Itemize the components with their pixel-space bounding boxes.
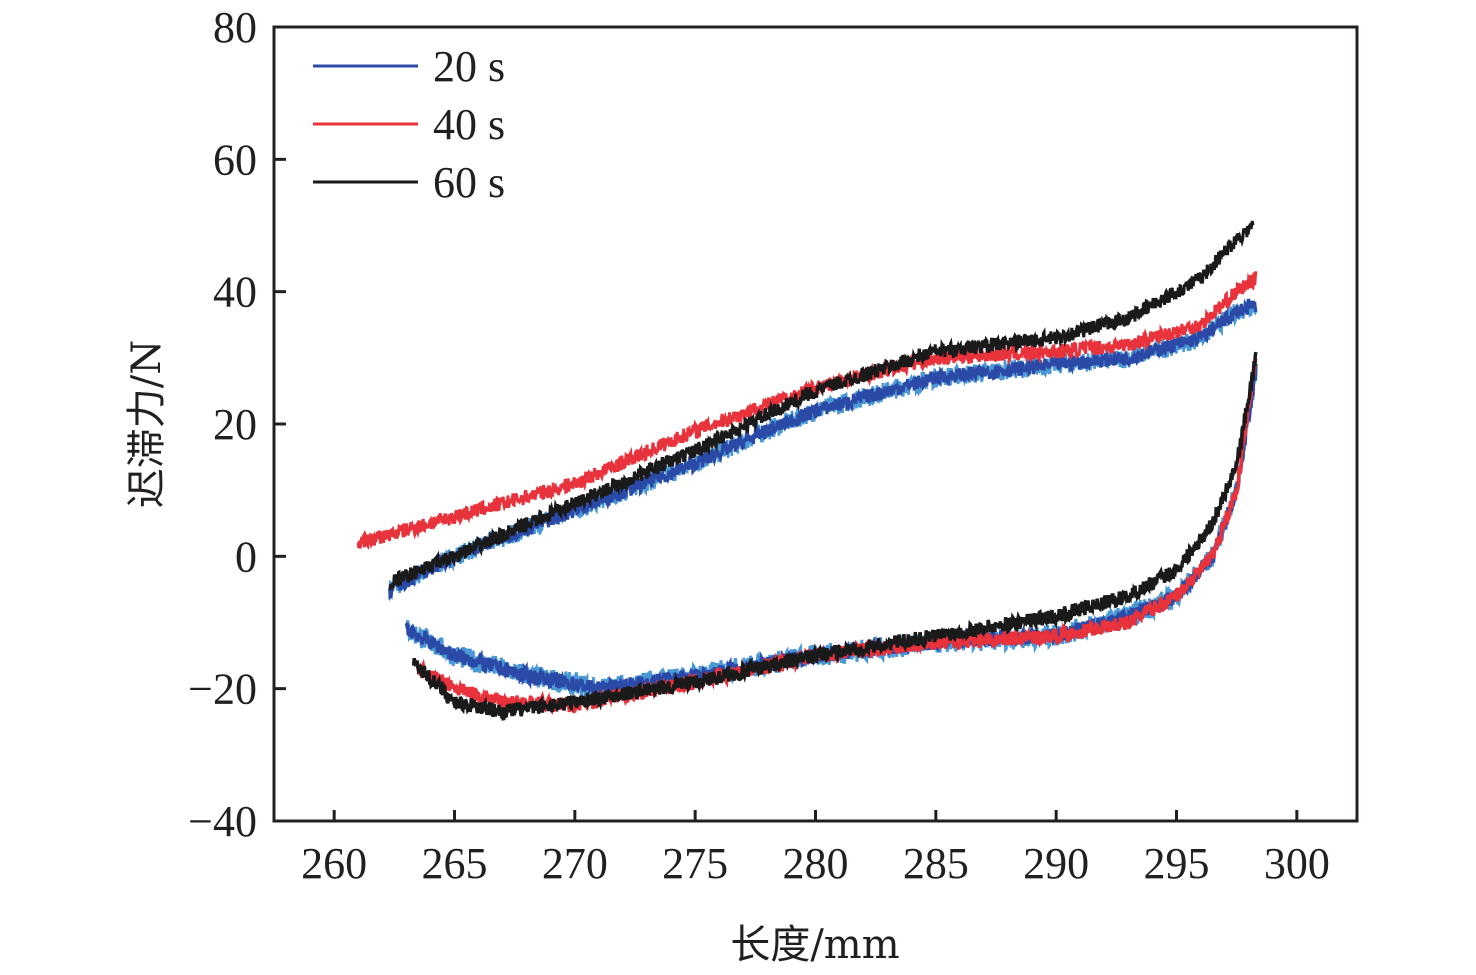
y-tick-label: 80 bbox=[213, 3, 257, 52]
y-axis-ticks: −40 −20 0 20 40 60 80 bbox=[188, 3, 286, 846]
y-tick-label: 0 bbox=[235, 532, 257, 581]
x-axis-label: 长度/mm bbox=[730, 922, 899, 968]
series-loading-branch bbox=[388, 298, 1258, 602]
y-tick-label: 20 bbox=[213, 400, 257, 449]
x-tick-label: 300 bbox=[1264, 839, 1330, 888]
x-tick-label: 290 bbox=[1023, 839, 1089, 888]
legend-label: 20 s bbox=[433, 42, 505, 91]
y-tick-label: −20 bbox=[188, 665, 257, 714]
y-tick-label: 40 bbox=[213, 268, 257, 317]
y-axis-label: 迟滞力/N bbox=[124, 340, 170, 508]
x-tick-label: 280 bbox=[783, 839, 849, 888]
x-tick-label: 260 bbox=[301, 839, 367, 888]
legend-label: 60 s bbox=[433, 158, 505, 207]
series-loading-branch bbox=[356, 271, 1258, 550]
series-loading-branch-accent bbox=[388, 300, 1257, 600]
legend: 20 s 40 s 60 s bbox=[313, 42, 505, 207]
x-tick-label: 275 bbox=[662, 839, 728, 888]
x-tick-label: 295 bbox=[1144, 839, 1210, 888]
y-tick-label: −40 bbox=[188, 797, 257, 846]
series-loading-branch bbox=[388, 220, 1255, 592]
y-tick-label: 60 bbox=[213, 135, 257, 184]
series-unloading-branch bbox=[411, 351, 1258, 721]
series-60s bbox=[388, 220, 1258, 721]
x-axis-ticks: 260 265 270 275 280 285 290 295 300 bbox=[301, 810, 1330, 888]
legend-label: 40 s bbox=[433, 100, 505, 149]
x-tick-label: 270 bbox=[542, 839, 608, 888]
x-tick-label: 265 bbox=[422, 839, 488, 888]
series-40s bbox=[356, 271, 1258, 716]
series-layer bbox=[356, 220, 1258, 721]
x-tick-label: 285 bbox=[903, 839, 969, 888]
